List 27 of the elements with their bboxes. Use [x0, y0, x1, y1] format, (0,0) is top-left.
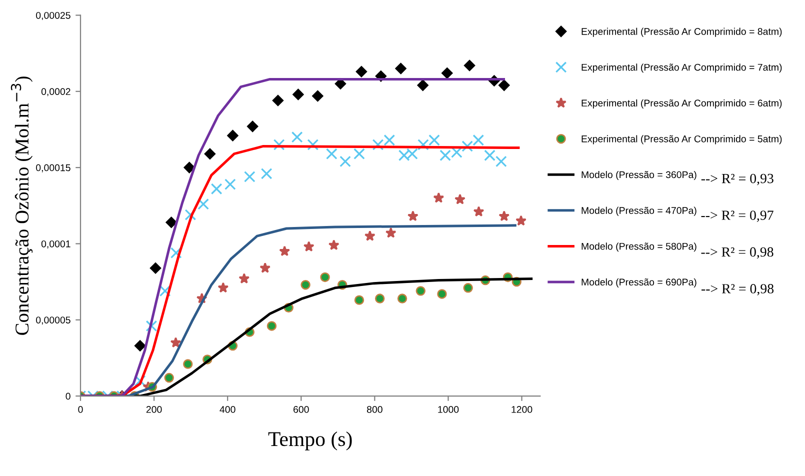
text: --> R² = 0,98: [702, 284, 774, 296]
y-tick-label: 0,0001: [41, 240, 70, 248]
y-tick-label: 0,0002: [41, 88, 70, 96]
y-tick-label: 0,00005: [36, 316, 70, 325]
x-tick-label: 1200: [512, 406, 532, 413]
x-tick-label: 400: [220, 406, 236, 413]
text: --> R² = 0,97: [701, 210, 774, 222]
legend-label: Modelo (Pressão = 470Pa): [582, 206, 696, 216]
legend-label: Experimental (Pressão Ar Comprimido = 6atm): [582, 99, 782, 108]
legend-label: Experimental (Pressão Ar Comprimido = 7atm): [582, 64, 782, 73]
legend-label: Modelo (Pressão = 690Pa): [582, 278, 696, 288]
x-tick-label: 800: [366, 406, 382, 413]
y-tick-label: 0: [66, 392, 70, 400]
y-axis-title: Concentração Ozônio (Mol.m$^{−3}$): [10, 76, 33, 335]
legend-label: Experimental (Pressão Ar Comprimido = 5atm): [582, 135, 782, 144]
text: --> R² = 0,98: [701, 247, 774, 259]
legend-label: Experimental (Pressão Ar Comprimido = 8atm): [582, 28, 782, 37]
x-axis-title: Tempo (s): [268, 431, 352, 450]
legend-label: Modelo (Pressão = 580Pa): [582, 242, 696, 252]
x-tick-label: 1000: [438, 406, 459, 413]
y-tick-label: 0,00015: [36, 164, 70, 172]
legend-label: Modelo (Pressão = 360Pa): [582, 170, 696, 180]
x-tick-label: 0: [78, 406, 83, 413]
x-tick-label: 600: [294, 406, 309, 413]
text: --> R² = 0,93: [701, 174, 774, 186]
y-tick-label: 0,00025: [36, 12, 70, 20]
x-tick-label: 200: [146, 406, 162, 413]
